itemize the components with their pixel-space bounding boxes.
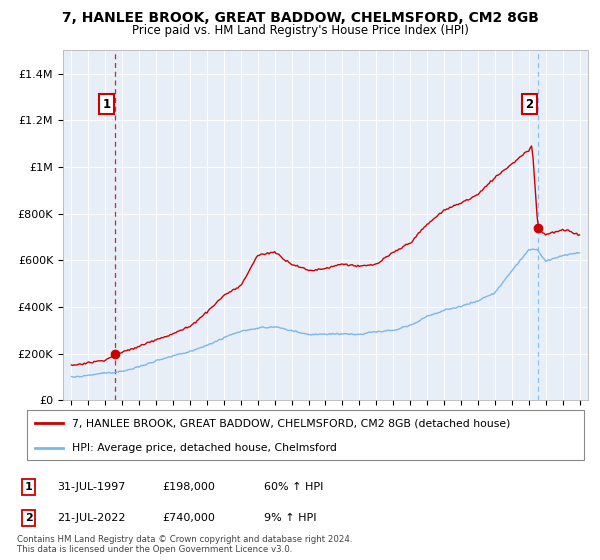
Text: £198,000: £198,000 bbox=[162, 482, 215, 492]
Text: £740,000: £740,000 bbox=[162, 513, 215, 523]
Text: 1: 1 bbox=[103, 97, 111, 110]
Text: 31-JUL-1997: 31-JUL-1997 bbox=[57, 482, 125, 492]
Text: Contains HM Land Registry data © Crown copyright and database right 2024.
This d: Contains HM Land Registry data © Crown c… bbox=[17, 535, 352, 554]
Text: 9% ↑ HPI: 9% ↑ HPI bbox=[264, 513, 317, 523]
Text: 1: 1 bbox=[25, 482, 32, 492]
Text: 60% ↑ HPI: 60% ↑ HPI bbox=[264, 482, 323, 492]
Text: 7, HANLEE BROOK, GREAT BADDOW, CHELMSFORD, CM2 8GB: 7, HANLEE BROOK, GREAT BADDOW, CHELMSFOR… bbox=[62, 11, 538, 25]
Text: Price paid vs. HM Land Registry's House Price Index (HPI): Price paid vs. HM Land Registry's House … bbox=[131, 24, 469, 36]
FancyBboxPatch shape bbox=[27, 410, 584, 460]
Text: 21-JUL-2022: 21-JUL-2022 bbox=[57, 513, 125, 523]
Text: 2: 2 bbox=[25, 513, 32, 523]
Text: 2: 2 bbox=[526, 97, 533, 110]
Text: HPI: Average price, detached house, Chelmsford: HPI: Average price, detached house, Chel… bbox=[72, 442, 337, 452]
Text: 7, HANLEE BROOK, GREAT BADDOW, CHELMSFORD, CM2 8GB (detached house): 7, HANLEE BROOK, GREAT BADDOW, CHELMSFOR… bbox=[72, 418, 511, 428]
